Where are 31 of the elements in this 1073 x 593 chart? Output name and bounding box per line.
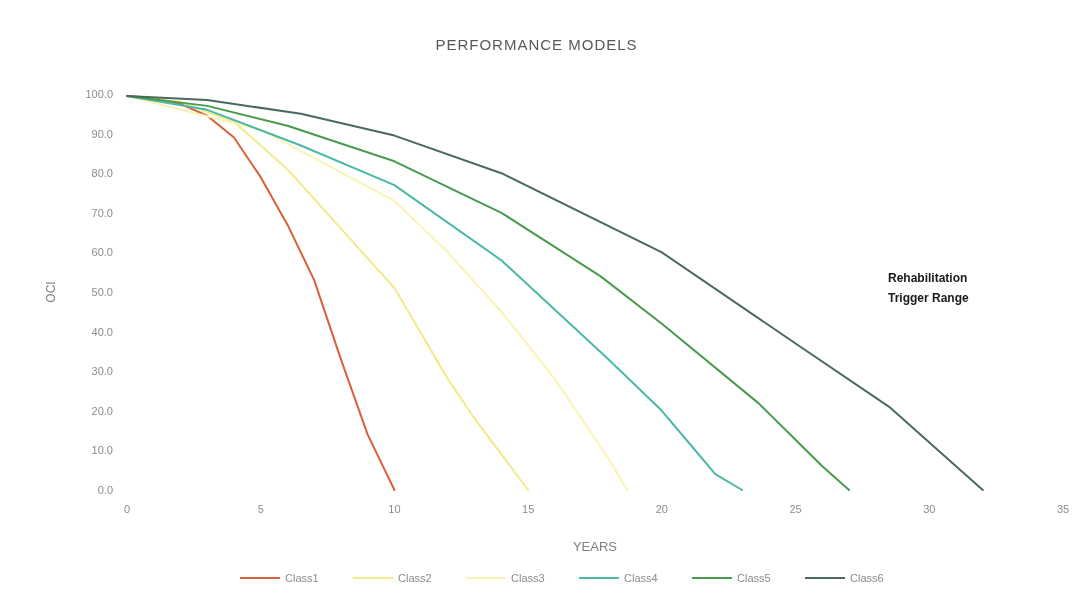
legend-label: Class3 — [511, 572, 545, 584]
y-tick-label: 10.0 — [91, 444, 113, 457]
x-axis-title: YEARS — [572, 539, 618, 554]
x-tick-label: 0 — [123, 503, 131, 515]
x-tick-label: 5 — [257, 503, 264, 515]
y-tick-label: 20.0 — [91, 404, 113, 417]
y-tick-label: 80.0 — [91, 167, 113, 180]
x-tick-label: 20 — [655, 503, 668, 515]
y-tick-label: 30.0 — [91, 365, 113, 378]
legend-label: Class5 — [737, 572, 771, 584]
legend-label: Class1 — [285, 572, 319, 584]
y-tick-label: 50.0 — [91, 286, 113, 298]
x-tick-label: 10 — [388, 503, 401, 515]
y-tick-label: 100.0 — [85, 88, 113, 100]
y-tick-label: 40.0 — [91, 325, 113, 338]
legend-label: Class4 — [624, 572, 658, 584]
y-tick-label: 90.0 — [91, 127, 113, 140]
line-series — [126, 94, 984, 491]
y-tick-label: 60.0 — [91, 246, 113, 259]
x-tick-label: 25 — [789, 503, 802, 515]
y-tick-label: 0.0 — [97, 484, 113, 496]
x-tick-label: 35 — [1056, 503, 1070, 515]
legend-label: Class2 — [398, 572, 432, 584]
y-tick-label: 70.0 — [91, 206, 113, 219]
line-series — [126, 94, 629, 491]
annotation: Rehabilitation Trigger Range — [888, 271, 970, 305]
x-tick-label: 30 — [923, 503, 936, 515]
y-axis-title: OCI — [44, 281, 58, 303]
legend-label: Class6 — [850, 572, 884, 584]
chart-title: PERFORMANCE MODELS — [435, 36, 638, 53]
x-tick-label: 15 — [522, 503, 535, 515]
